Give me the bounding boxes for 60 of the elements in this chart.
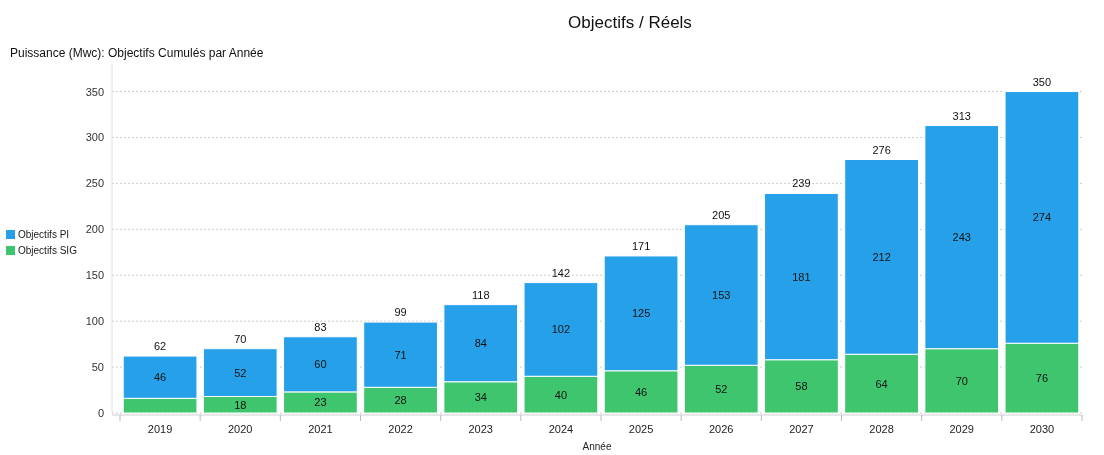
data-label: 64 xyxy=(875,377,888,390)
data-label: 34 xyxy=(474,391,487,404)
x-tick-label: 2023 xyxy=(468,423,493,435)
total-label: 350 xyxy=(1032,75,1052,88)
data-label: 40 xyxy=(554,388,568,401)
x-tick-label: 2029 xyxy=(949,423,974,435)
y-tick-label: 350 xyxy=(85,85,104,98)
total-label: 62 xyxy=(153,340,167,353)
x-tick-label: 2030 xyxy=(1029,423,1055,435)
y-tick-label: 250 xyxy=(85,177,104,190)
x-tick-label: 2026 xyxy=(709,423,734,435)
data-label: 60 xyxy=(314,358,327,371)
total-label: 70 xyxy=(234,332,247,345)
total-label: 205 xyxy=(712,208,731,221)
data-label: 243 xyxy=(952,231,971,244)
data-label: 181 xyxy=(792,270,811,283)
x-tick-label: 2025 xyxy=(628,423,654,435)
total-label: 171 xyxy=(631,239,651,252)
x-tick-label: 2020 xyxy=(228,423,253,435)
total-label: 118 xyxy=(471,288,490,301)
data-label: 153 xyxy=(712,288,731,301)
y-tick-label: 300 xyxy=(85,131,104,144)
data-label: 125 xyxy=(631,307,651,320)
total-label: 142 xyxy=(551,266,571,279)
data-label: 70 xyxy=(955,374,968,387)
total-label: 99 xyxy=(394,306,407,319)
data-label: 46 xyxy=(153,371,167,384)
y-tick-label: 100 xyxy=(85,315,104,328)
x-tick-label: 2024 xyxy=(548,423,574,435)
legend-label: Objectifs PI xyxy=(18,229,70,240)
chart-subtitle: Puissance (Mwc): Objectifs Cumulés par Année xyxy=(10,46,264,60)
data-label: 84 xyxy=(474,337,487,350)
data-label: 46 xyxy=(634,385,648,398)
total-label: 239 xyxy=(792,177,811,190)
data-label: 71 xyxy=(394,348,407,361)
data-label: 212 xyxy=(872,250,891,263)
total-label: 83 xyxy=(314,320,327,333)
data-label: 52 xyxy=(715,383,728,396)
data-label: 76 xyxy=(1035,372,1049,385)
x-tick-label: 2021 xyxy=(308,423,333,435)
x-tick-label: 2019 xyxy=(147,423,173,435)
data-label: 102 xyxy=(551,323,571,336)
x-tick-label: 2027 xyxy=(789,423,814,435)
data-label: 58 xyxy=(795,380,808,393)
total-label: 313 xyxy=(952,109,971,122)
x-tick-label: 2022 xyxy=(388,423,413,435)
legend-label: Objectifs SIG xyxy=(18,245,78,256)
data-label: 18 xyxy=(234,398,247,411)
y-tick-label: 0 xyxy=(97,407,104,419)
chart-title: Objectifs / Réels xyxy=(568,13,692,32)
data-label: 52 xyxy=(234,366,247,379)
data-label: 274 xyxy=(1032,211,1052,224)
total-label: 276 xyxy=(872,143,891,156)
data-label: 23 xyxy=(314,396,327,409)
data-label: 28 xyxy=(394,394,407,407)
y-tick-label: 150 xyxy=(85,269,104,282)
x-tick-label: 2028 xyxy=(869,423,894,435)
x-axis-title: Année xyxy=(582,441,612,452)
y-tick-label: 50 xyxy=(91,361,104,374)
y-tick-label: 200 xyxy=(85,223,104,236)
